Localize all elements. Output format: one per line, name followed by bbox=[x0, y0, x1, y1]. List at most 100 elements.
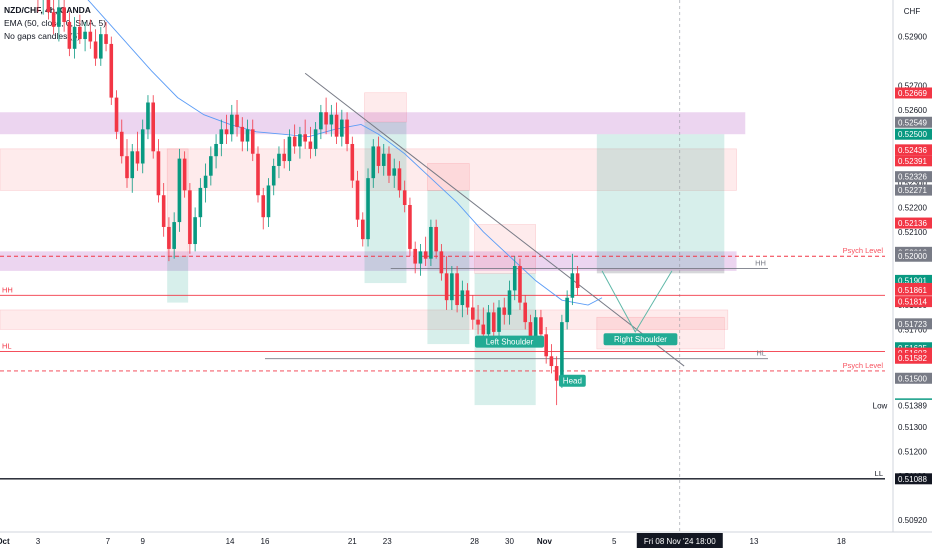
x-tick-label-1: 3 bbox=[36, 537, 41, 546]
price-tag-label-7: 0.52136 bbox=[898, 219, 927, 228]
level-label-0: HH bbox=[2, 285, 13, 294]
candle-body-35 bbox=[219, 129, 224, 144]
price-tag-bg-21 bbox=[895, 473, 932, 485]
annotation-label-0: Left Shoulder bbox=[486, 338, 534, 347]
candle-body-8 bbox=[78, 26, 82, 40]
candle-body-98 bbox=[549, 356, 554, 367]
price-tag-label-10: 0.51901 bbox=[898, 276, 927, 285]
candle-body-42 bbox=[256, 153, 260, 196]
trendline-0 bbox=[304, 72, 685, 367]
candle-body-16 bbox=[119, 131, 124, 157]
annotations-layer: Left Shoulder Head Right Shoulder bbox=[474, 333, 678, 387]
candle-body-20 bbox=[140, 129, 145, 164]
price-tag-bg-17 bbox=[895, 352, 932, 364]
candle-body-27 bbox=[177, 158, 182, 223]
candle-body-73 bbox=[418, 251, 423, 264]
price-tag-label-12: 0.51861 bbox=[898, 286, 927, 295]
candle-body-92 bbox=[518, 266, 522, 303]
price-tag-prefix-20: Low bbox=[873, 401, 888, 410]
zone-teal-7 bbox=[167, 256, 189, 303]
candle-body-80 bbox=[455, 273, 459, 306]
candle-body-24 bbox=[161, 195, 166, 227]
candle-body-18 bbox=[130, 151, 135, 179]
crosshair-time-label: Fri 08 Nov '24 18:00 bbox=[644, 537, 716, 546]
candle-body-36 bbox=[224, 129, 229, 135]
price-tag-label-14: 0.51723 bbox=[898, 320, 927, 329]
price-tag-label-17: 0.51582 bbox=[898, 354, 927, 363]
price-tag-bg-20 bbox=[895, 399, 932, 411]
price-tag-bg-12 bbox=[895, 284, 932, 296]
price-tag-bg-9 bbox=[895, 250, 932, 262]
x-tick-label-0: Oct bbox=[0, 537, 10, 546]
price-tag-label-20: 0.51389 bbox=[898, 401, 927, 410]
price-tag-bg-2 bbox=[895, 128, 932, 140]
y-tick-label-7: 0.52100 bbox=[898, 228, 927, 237]
candle-body-2 bbox=[46, 0, 51, 13]
y-tick-label-6: 0.52200 bbox=[898, 203, 927, 212]
candle-body-46 bbox=[277, 153, 281, 166]
x-tick-label-7: 23 bbox=[383, 537, 392, 546]
annotation-box-2 bbox=[603, 333, 678, 346]
candle-body-94 bbox=[528, 322, 533, 337]
y-tick-label-15: 0.51300 bbox=[898, 423, 927, 432]
price-tag-label-21: 0.51088 bbox=[898, 475, 927, 484]
x-tick-label-6: 21 bbox=[348, 537, 357, 546]
annotation-box-1 bbox=[558, 374, 586, 387]
candle-body-97 bbox=[544, 334, 548, 357]
candle-body-54 bbox=[319, 112, 323, 130]
x-tick-label-4: 14 bbox=[226, 537, 235, 546]
candle-body-52 bbox=[308, 141, 313, 149]
zones-layer bbox=[0, 92, 746, 406]
zone-teal-12 bbox=[596, 134, 725, 269]
candle-body-72 bbox=[413, 248, 417, 264]
price-tag-label-3: 0.52436 bbox=[898, 146, 927, 155]
candle-body-85 bbox=[481, 324, 486, 335]
candle-body-63 bbox=[366, 178, 370, 240]
levels-layer: HH HL Psych Level Psych Level LL HH HL bbox=[0, 0, 885, 532]
candle-body-61 bbox=[355, 180, 360, 220]
candle-body-13 bbox=[104, 34, 108, 44]
candle-body-45 bbox=[271, 165, 276, 186]
candle-body-66 bbox=[381, 153, 386, 166]
price-tag-bg-13 bbox=[895, 296, 932, 308]
price-tag-label-5: 0.52326 bbox=[898, 173, 927, 182]
candle-body-50 bbox=[298, 134, 302, 147]
y-tick-label-5: 0.52300 bbox=[898, 179, 927, 188]
x-tick-label-2: 7 bbox=[106, 537, 111, 546]
price-tag-bg-6 bbox=[895, 184, 932, 196]
price-tag-label-6: 0.52271 bbox=[898, 186, 927, 195]
candle-body-60 bbox=[350, 143, 355, 181]
candle-body-64 bbox=[371, 146, 376, 179]
candle-body-71 bbox=[408, 204, 412, 249]
x-tick-label-13: 13 bbox=[750, 537, 759, 546]
candle-body-77 bbox=[439, 251, 444, 274]
candle-body-47 bbox=[282, 153, 286, 162]
candle-body-67 bbox=[387, 153, 391, 176]
candle-body-95 bbox=[533, 317, 538, 337]
candle-body-49 bbox=[292, 136, 297, 147]
candle-body-89 bbox=[502, 307, 507, 315]
price-tag-bg-10 bbox=[895, 274, 932, 286]
y-tick-label-0: 0.52900 bbox=[898, 33, 927, 42]
candle-body-79 bbox=[450, 273, 454, 301]
candle-body-57 bbox=[334, 114, 339, 137]
price-tag-bg-18 bbox=[895, 372, 932, 384]
x-tick-label-8: 28 bbox=[470, 537, 479, 546]
x-tick-label-5: 16 bbox=[261, 537, 270, 546]
candle-body-55 bbox=[324, 112, 328, 125]
y-tick-label-16: 0.51200 bbox=[898, 447, 927, 456]
x-tick-label-11: 5 bbox=[612, 537, 617, 546]
candle-body-31 bbox=[198, 187, 203, 218]
candle-body-33 bbox=[209, 156, 213, 176]
currency-label: CHF bbox=[904, 7, 921, 16]
candle-body-41 bbox=[250, 129, 255, 154]
candle-body-25 bbox=[167, 226, 171, 249]
candle-body-26 bbox=[172, 222, 176, 249]
candle-body-7 bbox=[72, 26, 77, 49]
candle-body-56 bbox=[329, 114, 334, 125]
candle-body-74 bbox=[423, 251, 428, 259]
candle-body-102 bbox=[570, 273, 575, 298]
candle-body-30 bbox=[193, 217, 197, 245]
